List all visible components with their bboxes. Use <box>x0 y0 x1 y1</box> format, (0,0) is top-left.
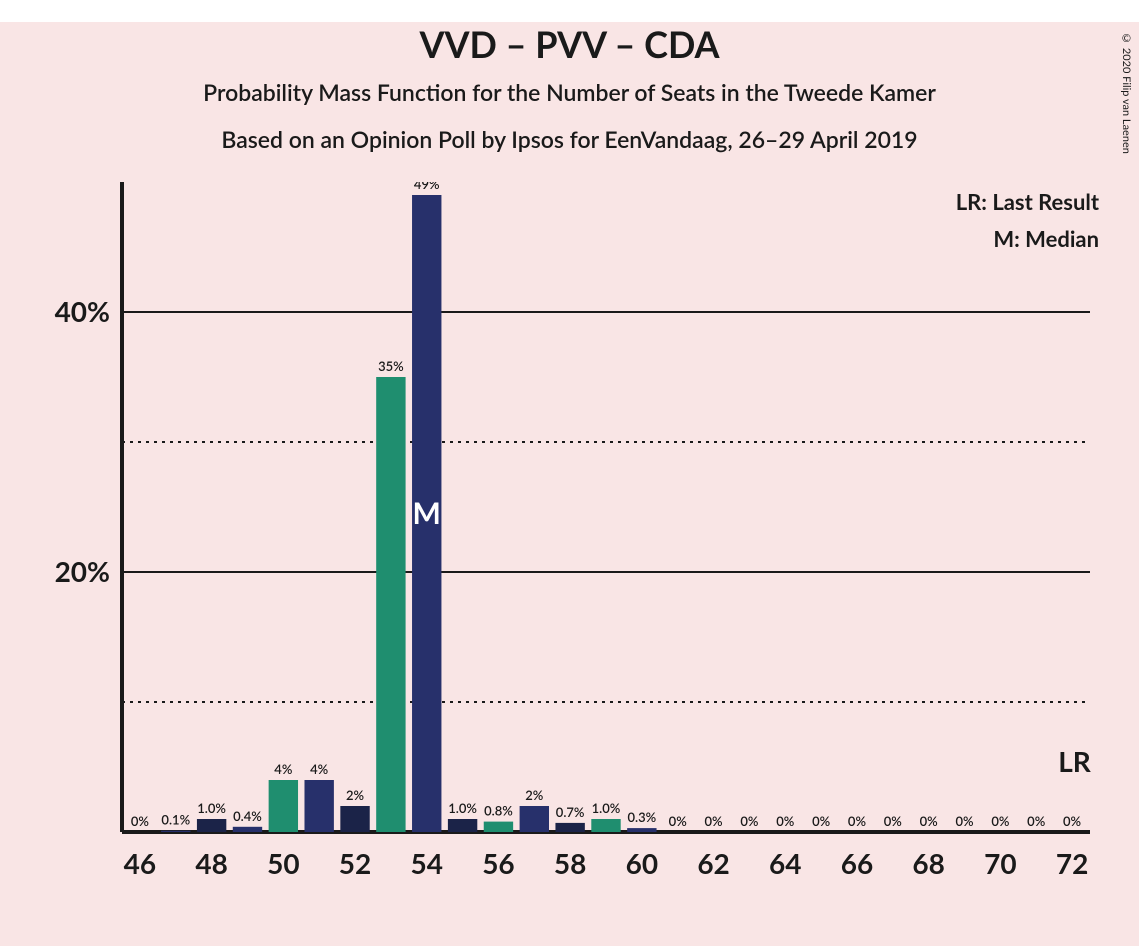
x-tick-label: 68 <box>912 846 944 880</box>
x-tick-label: 48 <box>195 846 227 880</box>
title-block: VVD – PVV – CDA Probability Mass Functio… <box>0 22 1139 153</box>
bar-value-label: 0% <box>740 813 759 829</box>
chart-subtitle-1: Probability Mass Function for the Number… <box>0 78 1139 106</box>
bar-value-label: 0% <box>991 813 1010 829</box>
bar <box>304 780 333 832</box>
median-marker: M <box>413 495 441 531</box>
bar <box>555 823 584 832</box>
bar-value-label: 0% <box>131 813 150 829</box>
bar-value-label: 0% <box>776 813 795 829</box>
bar-value-label: 4% <box>310 761 329 777</box>
x-tick-label: 52 <box>339 846 371 880</box>
chart-title: VVD – PVV – CDA <box>0 22 1139 66</box>
x-tick-label: 70 <box>984 846 1016 880</box>
bar <box>161 831 190 832</box>
bar-value-label: 4% <box>274 761 293 777</box>
bar-value-label: 2% <box>346 787 365 803</box>
bar <box>233 827 262 832</box>
y-tick-label: 40% <box>55 294 110 328</box>
bar-value-label: 0% <box>1063 813 1082 829</box>
lr-label: LR <box>1058 744 1092 778</box>
bar-value-label: 0.4% <box>233 808 262 824</box>
chart-page: { "copyright": "© 2020 Filip van Laenen"… <box>0 22 1139 946</box>
bar-value-label: 0% <box>812 813 831 829</box>
bar-value-label: 49% <box>414 182 440 192</box>
bar <box>520 806 549 832</box>
chart-subtitle-2: Based on an Opinion Poll by Ipsos for Ee… <box>0 125 1139 153</box>
bar-value-label: 0% <box>955 813 974 829</box>
x-tick-label: 50 <box>267 846 299 880</box>
bar-value-label: 35% <box>378 358 404 374</box>
bar <box>376 377 405 832</box>
x-tick-label: 72 <box>1056 846 1088 880</box>
bar-value-label: 1.0% <box>592 800 621 816</box>
bar-value-label: 1.0% <box>448 800 477 816</box>
bar-value-label: 0% <box>1027 813 1046 829</box>
bar <box>269 780 298 832</box>
bar <box>627 828 656 832</box>
bar-value-label: 0% <box>920 813 939 829</box>
bar-value-label: 0.7% <box>556 804 585 820</box>
bar-value-label: 0% <box>669 813 688 829</box>
x-tick-label: 46 <box>124 846 156 880</box>
x-tick-label: 56 <box>482 846 514 880</box>
bar-value-label: 0.8% <box>484 803 513 819</box>
bar-value-label: 0.3% <box>628 809 657 825</box>
bar <box>484 822 513 832</box>
bar <box>448 819 477 832</box>
x-tick-label: 58 <box>554 846 586 880</box>
y-tick-label: 20% <box>55 554 110 588</box>
x-tick-label: 62 <box>697 846 729 880</box>
bar <box>197 819 226 832</box>
bar-value-label: 0.1% <box>161 812 190 828</box>
bar-value-label: 0% <box>705 813 724 829</box>
bar <box>340 806 369 832</box>
bar-value-label: 2% <box>525 787 544 803</box>
bar <box>591 819 620 832</box>
bar-value-label: 1.0% <box>197 800 226 816</box>
bar-chart: 20% 40% LR 0% 0.1% 1.0% 0.4% 4% 4% 2% 35% 49% M 1.0% 0… <box>50 182 1110 922</box>
copyright-text: © 2020 Filip van Laenen <box>1120 32 1133 154</box>
x-tick-label: 60 <box>626 846 658 880</box>
x-tick-label: 66 <box>841 846 873 880</box>
x-tick-label: 64 <box>769 846 801 880</box>
bar-value-label: 0% <box>848 813 867 829</box>
bar-value-label: 0% <box>884 813 903 829</box>
x-tick-label: 54 <box>410 846 442 880</box>
